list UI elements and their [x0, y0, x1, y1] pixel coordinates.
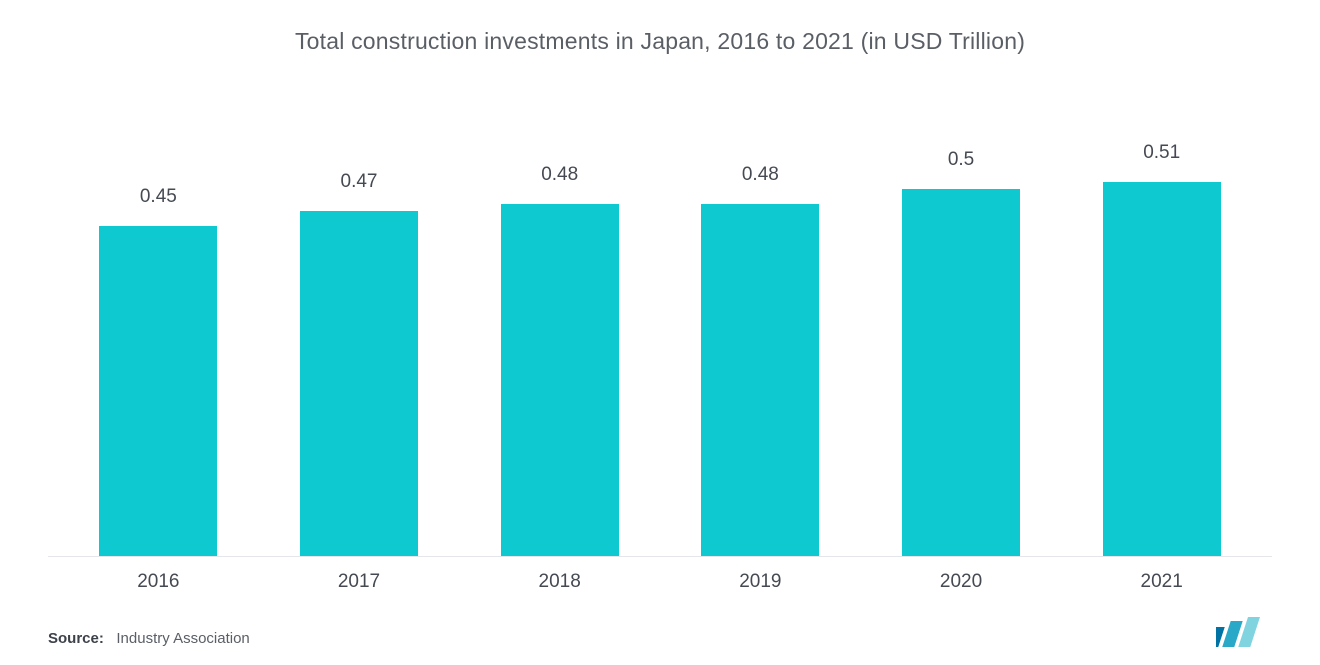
bar-group: 0.47	[259, 211, 460, 556]
category-label: 2019	[660, 571, 861, 593]
value-label: 0.51	[1061, 142, 1262, 164]
source-label: Source:	[48, 630, 104, 647]
value-label: 0.5	[861, 149, 1062, 171]
category-label: 2016	[58, 571, 259, 593]
bar	[99, 226, 217, 556]
mordor-intelligence-logo-icon	[1216, 617, 1272, 647]
bar-chart-container: Total construction investments in Japan,…	[0, 0, 1320, 665]
category-axis: 201620172018201920202021	[48, 557, 1272, 593]
value-label: 0.48	[459, 164, 660, 186]
source-text: Industry Association	[116, 630, 249, 647]
bar	[501, 204, 619, 556]
category-label: 2021	[1061, 571, 1262, 593]
bar-group: 0.48	[660, 204, 861, 556]
category-label: 2018	[459, 571, 660, 593]
chart-footer: Source: Industry Association	[48, 617, 1272, 647]
value-label: 0.45	[58, 186, 259, 208]
category-label: 2017	[259, 571, 460, 593]
bar	[1103, 182, 1221, 556]
bar-group: 0.51	[1061, 182, 1262, 556]
bar	[300, 211, 418, 556]
plot-area: 0.450.470.480.480.50.51	[48, 117, 1272, 557]
category-label: 2020	[861, 571, 1062, 593]
bar-group: 0.5	[861, 189, 1062, 556]
source-attribution: Source: Industry Association	[48, 630, 250, 647]
bar	[701, 204, 819, 556]
bar-group: 0.48	[459, 204, 660, 556]
bar	[902, 189, 1020, 556]
value-label: 0.47	[259, 171, 460, 193]
bar-group: 0.45	[58, 226, 259, 556]
value-label: 0.48	[660, 164, 861, 186]
chart-title: Total construction investments in Japan,…	[48, 28, 1272, 55]
